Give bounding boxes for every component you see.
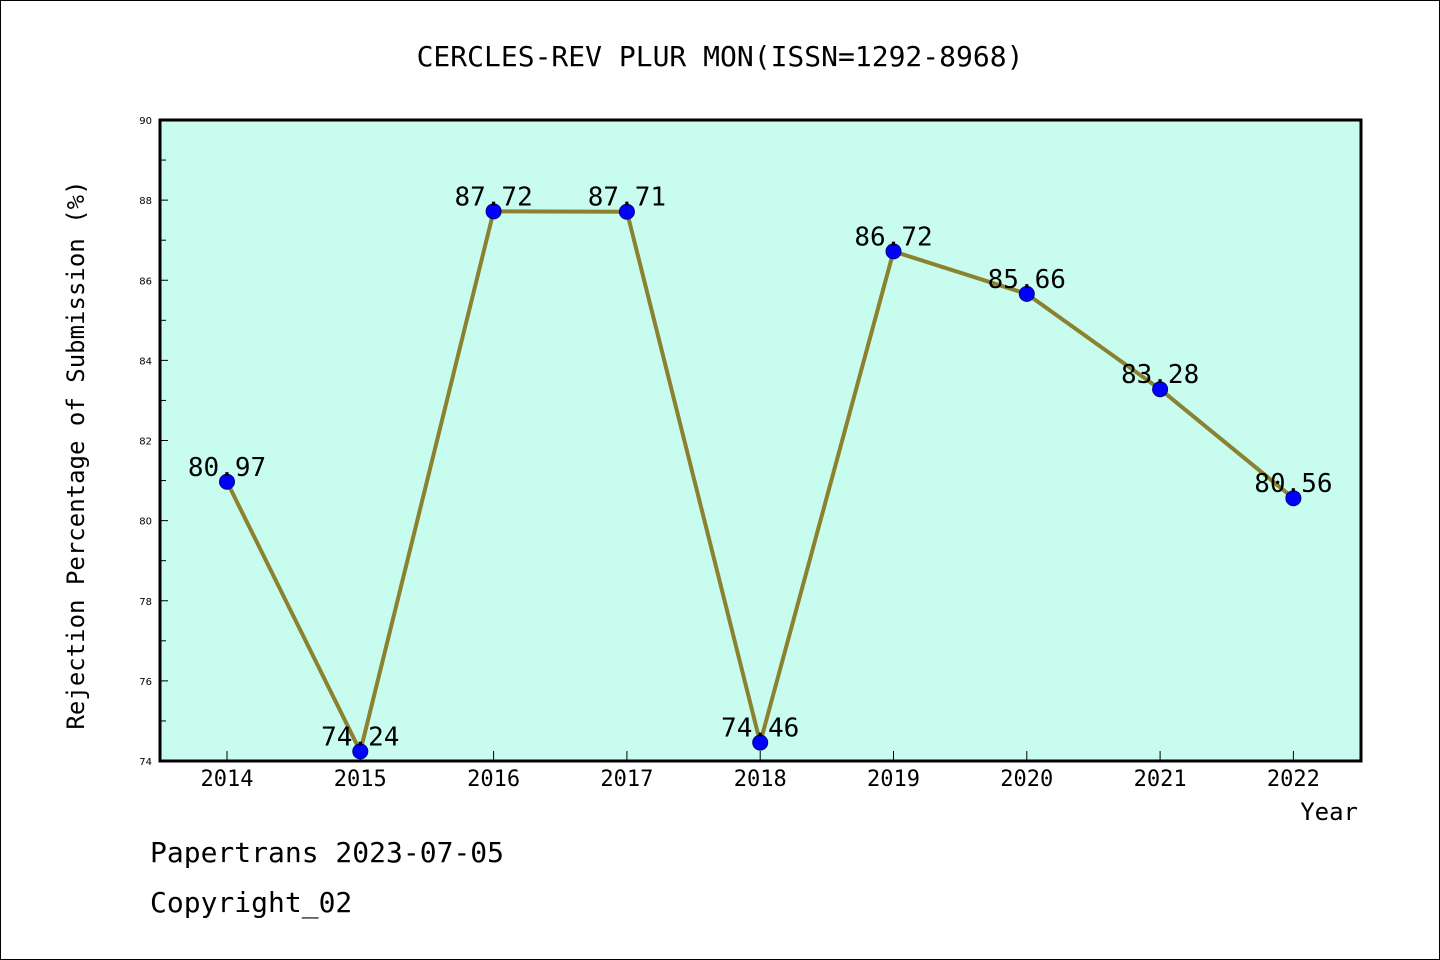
- x-tick-label: 2017: [600, 767, 653, 792]
- x-tick-label: 2019: [867, 767, 920, 792]
- data-point-label: 85.66: [988, 265, 1066, 295]
- data-point-marker: [219, 473, 235, 490]
- y-tick-label: 84: [139, 356, 152, 367]
- data-point-label: 80.97: [188, 453, 266, 483]
- y-tick-label: 80: [139, 517, 152, 528]
- data-point-label: 80.56: [1254, 469, 1332, 499]
- y-tick-label: 78: [139, 597, 152, 608]
- x-axis-ticks: 2014 2015 2016 2017 2018 2019 2020 2021 2022: [201, 751, 1320, 792]
- y-axis-ticks: 74 76 78 80 82 84 86 88 90: [139, 116, 168, 768]
- data-markers: [219, 203, 1302, 760]
- y-tick-label: 88: [139, 196, 152, 207]
- data-point-marker: [1285, 490, 1302, 507]
- data-point-label: 87.71: [588, 183, 666, 213]
- data-point-marker: [618, 203, 635, 220]
- y-tick-label: 82: [139, 437, 152, 448]
- data-point-label: 86.72: [854, 222, 932, 252]
- footer-date-text: Papertrans 2023-07-05: [150, 836, 505, 869]
- y-tick-label: 76: [139, 677, 152, 688]
- data-point-label: 87.72: [454, 182, 532, 212]
- x-tick-label: 2020: [1000, 767, 1053, 792]
- data-point-marker: [885, 243, 902, 260]
- plot-area: [158, 118, 1363, 763]
- x-tick-label: 2021: [1134, 767, 1187, 792]
- data-point-marker: [1152, 381, 1169, 398]
- data-point-marker: [752, 734, 769, 751]
- x-tick-label: 2022: [1267, 767, 1320, 792]
- x-tick-label: 2015: [334, 767, 387, 792]
- chart-title: CERCLES-REV PLUR MON(ISSN=1292-8968): [417, 40, 1024, 73]
- footer-copyright-text: Copyright_02: [150, 886, 353, 919]
- y-axis-label: Rejection Percentage of Submission (%): [62, 180, 90, 729]
- x-tick-label: 2014: [201, 767, 254, 792]
- data-point-label: 83.28: [1121, 360, 1199, 390]
- data-point-label: 74.46: [721, 714, 799, 744]
- data-point-marker: [1018, 285, 1035, 302]
- data-point-marker: [485, 203, 502, 220]
- data-point-label: 74.24: [321, 722, 399, 752]
- data-point-marker: [352, 743, 369, 760]
- x-tick-label: 2018: [734, 767, 787, 792]
- x-axis-label: Year: [1300, 798, 1358, 826]
- x-tick-label: 2016: [467, 767, 520, 792]
- y-tick-label: 90: [139, 116, 152, 127]
- data-labels: 80.97 74.24 87.72 87.71 74.46 86.72 85.66 83.28…: [188, 182, 1333, 752]
- y-tick-label: 74: [139, 757, 152, 768]
- y-tick-label: 86: [139, 276, 152, 287]
